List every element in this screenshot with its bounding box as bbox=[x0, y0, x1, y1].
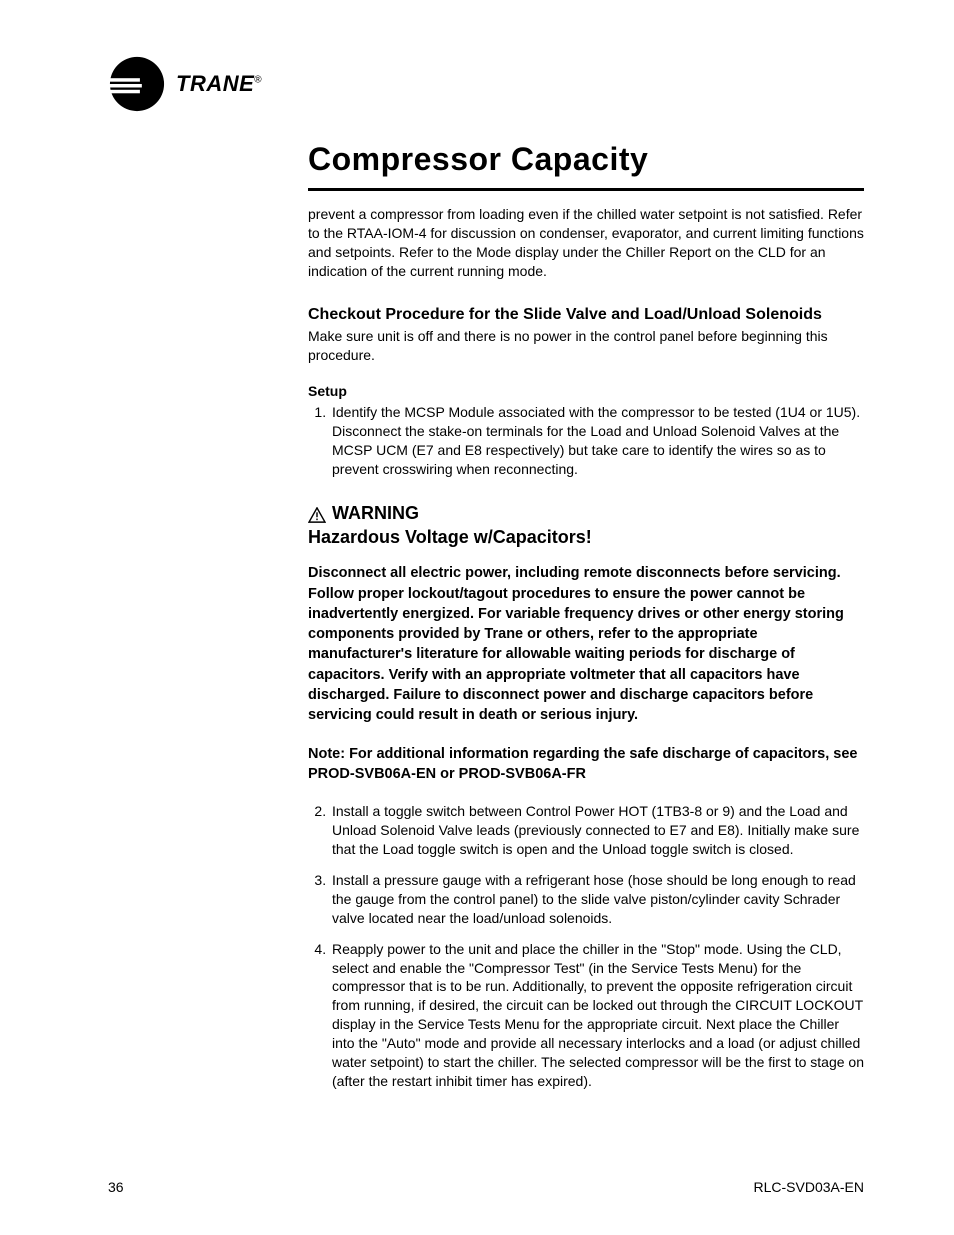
doc-id: RLC-SVD03A-EN bbox=[754, 1179, 864, 1195]
warning-block: WARNING Hazardous Voltage w/Capacitors! … bbox=[308, 501, 864, 785]
registered-icon: ® bbox=[254, 75, 262, 86]
warning-note: Note: For additional information regardi… bbox=[308, 744, 864, 785]
section-heading-checkout: Checkout Procedure for the Slide Valve a… bbox=[308, 305, 864, 326]
title-rule bbox=[308, 188, 864, 191]
list-item: Reapply power to the unit and place the … bbox=[330, 940, 864, 1091]
section-text-checkout: Make sure unit is off and there is no po… bbox=[308, 327, 864, 365]
warning-label: WARNING bbox=[332, 501, 419, 525]
intro-paragraph: prevent a compressor from loading even i… bbox=[308, 205, 864, 281]
brand-name: TRANE® bbox=[176, 71, 262, 97]
warning-triangle-icon bbox=[308, 505, 326, 521]
warning-title-line: WARNING bbox=[308, 501, 864, 525]
warning-subtitle: Hazardous Voltage w/Capacitors! bbox=[308, 525, 864, 549]
chapter-title: Compressor Capacity bbox=[308, 141, 864, 178]
brand-text: TRANE bbox=[176, 71, 254, 96]
warning-body: Disconnect all electric power, including… bbox=[308, 563, 864, 725]
brand-logo-icon bbox=[108, 55, 166, 113]
page-footer: 36 RLC-SVD03A-EN bbox=[108, 1179, 864, 1195]
page-container: TRANE® Compressor Capacity prevent a com… bbox=[0, 0, 954, 1235]
brand-logo-area: TRANE® bbox=[108, 55, 864, 113]
setup-list-2: Install a toggle switch between Control … bbox=[308, 802, 864, 1090]
list-item: Identify the MCSP Module associated with… bbox=[330, 403, 864, 479]
list-item: Install a pressure gauge with a refriger… bbox=[330, 871, 864, 928]
list-item: Install a toggle switch between Control … bbox=[330, 802, 864, 859]
setup-list-1: Identify the MCSP Module associated with… bbox=[308, 403, 864, 479]
page-number: 36 bbox=[108, 1179, 124, 1195]
setup-heading: Setup bbox=[308, 383, 864, 399]
content-column: Compressor Capacity prevent a compressor… bbox=[308, 141, 864, 1091]
